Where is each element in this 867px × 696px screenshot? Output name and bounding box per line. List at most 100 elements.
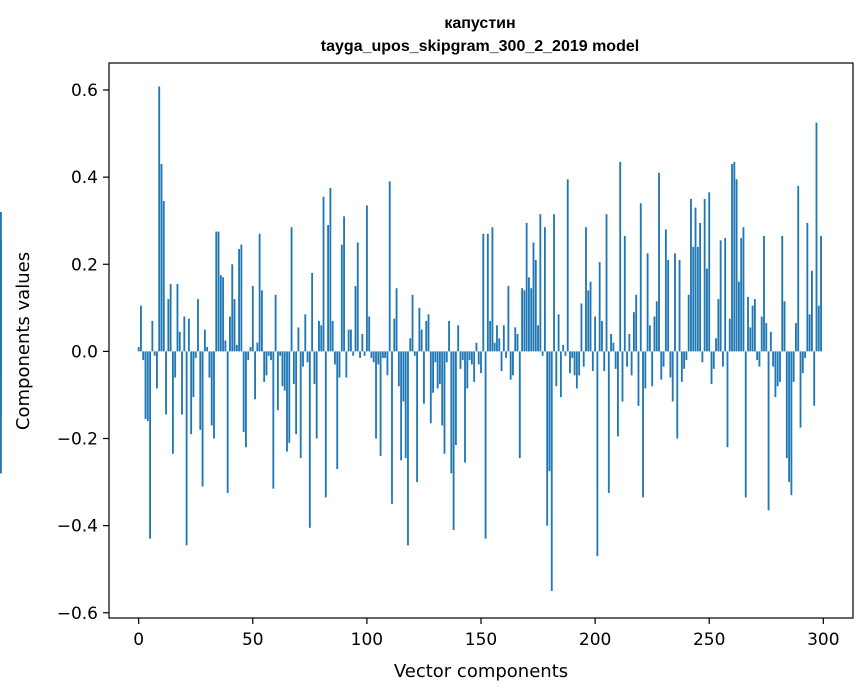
- bar: [731, 164, 733, 352]
- bar: [381, 351, 384, 358]
- bar: [384, 351, 387, 358]
- bar: [637, 351, 640, 406]
- bar: [607, 351, 610, 493]
- bar: [717, 299, 720, 352]
- bar: [482, 233, 485, 352]
- bar: [409, 338, 412, 352]
- bar: [413, 351, 416, 356]
- bar: [633, 312, 635, 352]
- x-tick-label: 200: [579, 630, 611, 650]
- bar: [372, 351, 375, 363]
- bar: [779, 351, 781, 382]
- bar: [224, 340, 227, 352]
- bar: [461, 351, 464, 361]
- bar: [685, 351, 688, 361]
- x-tick-label: 250: [693, 630, 725, 650]
- bar: [265, 351, 268, 376]
- bar: [251, 286, 254, 352]
- bar: [788, 351, 791, 483]
- bar: [662, 351, 665, 367]
- bar: [292, 351, 295, 385]
- bar: [327, 225, 330, 352]
- bar: [769, 331, 772, 352]
- bar: [445, 351, 448, 363]
- bar: [614, 351, 617, 369]
- bar: [386, 351, 389, 376]
- bar: [582, 351, 585, 367]
- x-axis-ticks: 0 50 100 150 200 250 300: [133, 618, 840, 650]
- bar: [747, 296, 749, 352]
- bar: [630, 351, 633, 376]
- bar: [144, 351, 147, 419]
- bar: [617, 351, 619, 437]
- bar: [425, 320, 428, 352]
- bar: [441, 351, 444, 426]
- bar: [712, 351, 715, 369]
- bar: [439, 351, 441, 385]
- bar: [623, 235, 626, 352]
- bar: [817, 305, 820, 352]
- bar: [676, 351, 679, 439]
- bar: [744, 351, 747, 498]
- bar: [338, 351, 341, 378]
- bar: [546, 351, 549, 526]
- bar: [781, 235, 784, 352]
- y-axis-label: Components values: [13, 252, 34, 430]
- bar: [528, 277, 530, 352]
- bar: [801, 351, 804, 374]
- y-tick-label: 0.0: [71, 342, 98, 362]
- y-axis-ticks: −0.6 −0.4 −0.2 0.0 0.2 0.4 0.6: [57, 81, 109, 624]
- bar: [416, 351, 419, 483]
- bar: [653, 316, 656, 352]
- bar: [706, 268, 708, 352]
- y-tick-label: −0.4: [57, 517, 98, 537]
- bar: [411, 294, 414, 352]
- bar: [646, 253, 649, 352]
- bar: [279, 351, 282, 356]
- bar: [671, 351, 674, 402]
- bar: [557, 314, 560, 352]
- bar: [564, 351, 567, 356]
- bar: [532, 242, 535, 352]
- y-tick-label: 0.6: [71, 81, 98, 101]
- bar: [0, 351, 2, 474]
- bar: [756, 351, 759, 361]
- bar: [420, 329, 423, 352]
- bar: [534, 259, 537, 352]
- bar: [395, 288, 398, 352]
- bar: [660, 351, 663, 380]
- bar: [457, 325, 460, 352]
- bar: [454, 351, 457, 446]
- bar: [379, 351, 382, 456]
- bar: [598, 262, 601, 352]
- bar: [247, 351, 250, 361]
- bar: [397, 351, 400, 387]
- bar: [391, 351, 393, 504]
- bar: [393, 318, 396, 352]
- bar: [500, 351, 503, 371]
- bar: [539, 214, 542, 352]
- bar: [226, 351, 229, 493]
- bar: [516, 333, 519, 352]
- bar: [334, 351, 336, 365]
- bar: [765, 323, 768, 352]
- bar: [308, 351, 311, 528]
- bar: [753, 299, 756, 352]
- bar: [512, 351, 514, 376]
- bar: [498, 338, 501, 352]
- bar: [820, 235, 822, 352]
- bar: [258, 233, 261, 352]
- bar: [767, 351, 770, 511]
- bar: [229, 316, 231, 352]
- bar: [799, 351, 802, 428]
- bar: [514, 327, 517, 352]
- bar: [423, 351, 425, 404]
- bar: [591, 351, 594, 371]
- bar: [313, 351, 316, 385]
- bar: [151, 320, 154, 352]
- bar: [610, 333, 612, 352]
- bar: [795, 323, 797, 352]
- bar: [518, 351, 521, 459]
- bar: [404, 351, 407, 459]
